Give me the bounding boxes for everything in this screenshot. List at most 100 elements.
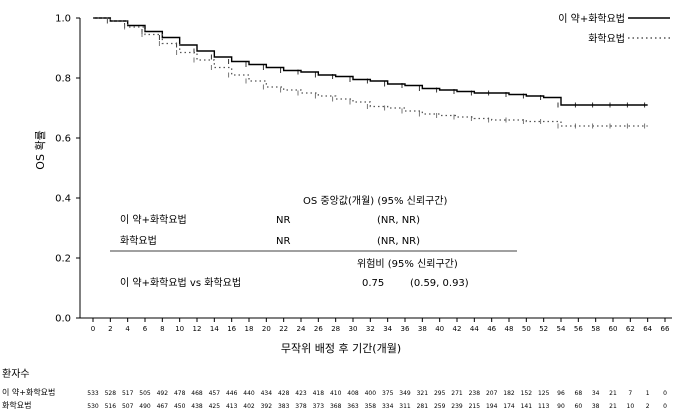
risk-value: 182 [503,390,515,397]
series-line-combo [93,17,648,106]
risk-value: 507 [122,403,134,410]
x-tick-label: 20 [262,325,271,333]
risk-value: 368 [330,403,342,410]
risk-table-title: 환자수 [2,368,30,380]
risk-value: 408 [347,390,359,397]
risk-value: 174 [503,403,515,410]
x-tick-label: 60 [609,325,618,333]
x-tick-label: 46 [487,325,496,333]
x-tick-label: 38 [418,325,427,333]
x-tick-label: 58 [591,325,600,333]
median-row-chemo-ci: (NR, NR) [377,236,420,247]
risk-value: 21 [609,403,617,410]
risk-value: 239 [451,403,463,410]
risk-value: 457 [209,390,221,397]
x-tick-label: 10 [175,325,184,333]
median-row-chemo-median: NR [276,236,290,247]
risk-value: 375 [382,390,394,397]
series-line-chemo [93,17,648,127]
x-tick-label: 4 [125,325,130,333]
risk-value: 0 [663,390,667,397]
x-tick-label: 52 [539,325,548,333]
risk-value: 363 [347,403,359,410]
risk-value: 423 [295,390,307,397]
risk-value: 281 [417,403,429,410]
risk-value: 152 [521,390,533,397]
risk-value: 392 [261,403,273,410]
risk-value: 402 [243,403,255,410]
y-ticks: 0.0 0.2 0.4 0.6 0.8 1.0 [55,14,80,325]
risk-value: 516 [105,403,117,410]
risk-value: 113 [538,403,550,410]
risk-value: 358 [365,403,377,410]
risk-value: 90 [557,403,565,410]
risk-value: 440 [243,390,255,397]
x-tick-label: 66 [661,325,670,333]
x-tick-label: 42 [453,325,462,333]
risk-value: 478 [174,390,186,397]
hr-row-value: 0.75 [362,278,384,289]
risk-value: 334 [382,403,394,410]
risk-value: 68 [575,390,583,397]
x-tick-label: 30 [349,325,358,333]
risk-value: 446 [226,390,238,397]
x-tick-label: 16 [227,325,236,333]
y-tick-label: 0.0 [55,314,71,325]
x-ticks: 0 2 4 6 8 10 12 14 16 18 20 22 24 26 28 30 32 34 36 38 40 42 4… [91,318,670,333]
risk-value: 215 [469,403,481,410]
x-axis-label: 무작위 배정 후 기간(개월) [281,342,401,355]
x-tick-label: 8 [160,325,164,333]
risk-value: 295 [434,390,446,397]
risk-value: 311 [399,403,411,410]
risk-value: 321 [417,390,429,397]
x-tick-label: 2 [108,325,112,333]
risk-value: 467 [157,403,169,410]
risk-value: 517 [122,390,134,397]
median-row-chemo-label: 화학요법 [120,235,157,247]
y-tick-label: 1.0 [55,14,71,25]
risk-value: 418 [313,390,325,397]
risk-value: 141 [521,403,533,410]
risk-row-combo-label: 이 약+화학요법 [2,387,55,397]
risk-value: 528 [105,390,117,397]
x-tick-label: 34 [383,325,392,333]
risk-value: 373 [313,403,325,410]
x-tick-label: 56 [574,325,583,333]
risk-value: 378 [295,403,307,410]
x-tick-label: 0 [91,325,95,333]
hr-row-label: 이 약+화학요법 vs 화학요법 [120,277,241,289]
risk-value: 410 [330,390,342,397]
x-tick-label: 12 [193,325,202,333]
risk-value: 238 [469,390,481,397]
x-tick-label: 18 [245,325,254,333]
risk-value: 96 [557,390,565,397]
y-tick-label: 0.8 [55,74,71,85]
legend-label-chemo: 화학요법 [588,33,625,45]
risk-value: 428 [278,390,290,397]
legend-label-combo: 이 약+화학요법 [558,13,625,25]
x-tick-label: 22 [279,325,288,333]
x-tick-label: 32 [366,325,375,333]
x-tick-label: 48 [505,325,514,333]
legend: 이 약+화학요법 화학요법 [558,13,670,45]
risk-value: 10 [627,403,635,410]
risk-value: 21 [609,390,617,397]
hr-header: 위험비 (95% 신뢰구간) [357,257,458,270]
y-tick-label: 0.2 [55,254,71,265]
median-row-combo-label: 이 약+화학요법 [120,214,187,226]
risk-value: 259 [434,403,446,410]
x-tick-label: 28 [331,325,340,333]
median-header: OS 중앙값(개월) (95% 신뢰구간) [303,195,447,207]
x-tick-label: 26 [314,325,323,333]
risk-value: 125 [538,390,550,397]
y-axis-label: OS 확률 [34,130,47,169]
x-tick-label: 40 [435,325,444,333]
x-tick-label: 62 [626,325,635,333]
survival-curves [93,17,648,129]
x-tick-label: 54 [557,325,566,333]
risk-value: 400 [365,390,377,397]
median-row-combo-median: NR [276,215,290,226]
median-row-combo-ci: (NR, NR) [377,215,420,226]
risk-value: 492 [157,390,169,397]
